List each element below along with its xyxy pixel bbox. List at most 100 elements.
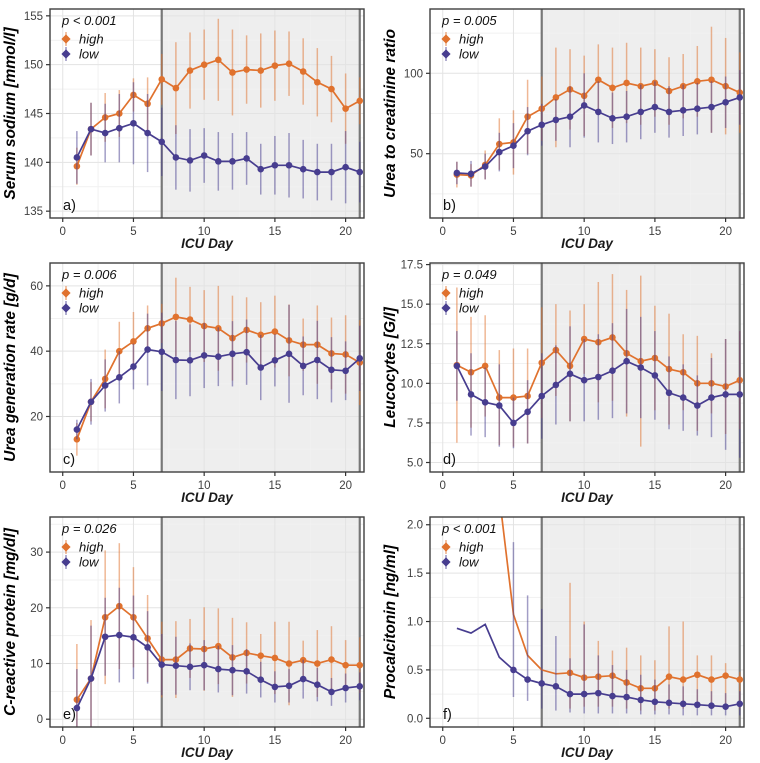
panel-letter: b) (443, 198, 456, 214)
svg-text:10: 10 (578, 226, 591, 238)
p-value-label: p < 0.001 (441, 521, 497, 536)
y-axis-label: Urea generation rate [g/d] (2, 272, 19, 461)
p-value-label: p = 0.049 (441, 267, 497, 282)
y-axis-label: Procalcitonin [ng/ml] (382, 544, 399, 699)
svg-text:15: 15 (268, 735, 281, 747)
legend-high-label: high (79, 540, 104, 555)
chart-panel-d: 0 5 10 15 20 ICU Day 5.0 7.5 10.0 12.5 15.0 17.5 Leu… (380, 254, 760, 508)
legend-high-marker-icon (61, 34, 71, 44)
svg-text:10.0: 10.0 (401, 378, 423, 390)
series-low (73, 82, 364, 204)
x-axis: 0 5 10 15 20 ICU Day (60, 727, 352, 760)
x-axis-label: ICU Day (561, 236, 614, 251)
series-low (453, 70, 744, 187)
p-value-label: p < 0.001 (61, 13, 117, 28)
x-axis: 0 5 10 15 20 ICU Day (440, 218, 732, 251)
legend-high-marker-icon (441, 34, 451, 44)
legend-low-label: low (79, 301, 100, 316)
svg-text:15: 15 (268, 226, 281, 238)
y-axis: 5.0 7.5 10.0 12.5 15.0 17.5 Leucocytes [G/l] (382, 260, 430, 470)
y-axis-label: Serum sodium [mmol/l] (2, 27, 19, 200)
chart-panel-c: 0 5 10 15 20 ICU Day 20 40 60 Urea generation rat… (0, 254, 380, 508)
markers-low (453, 94, 744, 178)
markers-low (73, 346, 364, 433)
svg-text:12.5: 12.5 (401, 339, 423, 351)
x-axis-label: ICU Day (181, 745, 234, 760)
svg-text:5: 5 (510, 735, 516, 747)
svg-text:145: 145 (24, 109, 43, 121)
svg-text:5: 5 (510, 480, 516, 492)
svg-text:20: 20 (30, 603, 43, 615)
svg-text:5: 5 (130, 480, 136, 492)
chart-panel-a: 0 5 10 15 20 ICU Day 135 140 145 150 155 Serum sodi… (0, 0, 380, 254)
legend-low-label: low (459, 47, 480, 62)
svg-text:20: 20 (339, 480, 352, 492)
svg-text:100: 100 (404, 68, 423, 80)
legend-low-label: low (459, 555, 480, 570)
x-axis-label: ICU Day (181, 490, 234, 505)
svg-text:20: 20 (30, 411, 43, 423)
svg-text:5: 5 (130, 735, 136, 747)
x-axis: 0 5 10 15 20 ICU Day (440, 472, 732, 505)
panel-letter: e) (63, 707, 76, 723)
x-axis: 0 5 10 15 20 ICU Day (60, 218, 352, 251)
legend-low-label: low (79, 47, 100, 62)
legend-low-marker-icon (61, 557, 71, 567)
series-low (453, 308, 744, 458)
svg-text:50: 50 (410, 149, 423, 161)
svg-text:15: 15 (648, 480, 661, 492)
legend-high-marker-icon (61, 288, 71, 298)
svg-text:5: 5 (130, 226, 136, 238)
y-axis: 20 40 60 Urea generation rate [g/d] (2, 272, 50, 462)
gridlines (430, 9, 744, 218)
y-axis-label: C-reactive protein [mg/dl] (2, 527, 19, 716)
markers-low (73, 631, 364, 712)
svg-text:10: 10 (198, 480, 211, 492)
svg-text:0: 0 (440, 226, 446, 238)
svg-text:0: 0 (60, 735, 66, 747)
svg-text:5.0: 5.0 (407, 458, 423, 470)
svg-text:155: 155 (24, 11, 43, 23)
legend-high-marker-icon (61, 542, 71, 552)
svg-text:15: 15 (268, 480, 281, 492)
legend-low-label: low (459, 301, 480, 316)
plot-area (50, 263, 364, 472)
panel-letter: c) (63, 452, 75, 468)
svg-text:1.5: 1.5 (407, 568, 423, 580)
svg-text:20: 20 (719, 226, 732, 238)
chart-panel-f: 0 5 10 15 20 ICU Day 0.0 0.5 1.0 1.5 2.0 Procalcito… (380, 508, 760, 763)
svg-text:20: 20 (719, 480, 732, 492)
y-axis-label: Leucocytes [G/l] (382, 306, 399, 427)
p-value-label: p = 0.005 (441, 13, 497, 28)
p-value-label: p = 0.026 (61, 521, 117, 536)
y-axis: 50 100 Urea to creatinine ratio (382, 29, 430, 198)
svg-text:10: 10 (578, 480, 591, 492)
svg-text:30: 30 (30, 547, 43, 559)
svg-text:2.0: 2.0 (407, 520, 423, 532)
svg-text:135: 135 (24, 206, 43, 218)
series-high (73, 18, 364, 185)
svg-text:0: 0 (60, 226, 66, 238)
markers-low (73, 119, 364, 176)
svg-text:10: 10 (198, 226, 211, 238)
svg-text:0.0: 0.0 (407, 713, 423, 725)
panel-letter: f) (443, 707, 452, 723)
gridlines (50, 517, 364, 727)
svg-text:140: 140 (24, 157, 43, 169)
svg-text:150: 150 (24, 60, 43, 72)
svg-text:60: 60 (30, 281, 43, 293)
legend-low-marker-icon (441, 49, 451, 59)
panel-letter: a) (63, 198, 76, 214)
legend-high-label: high (79, 286, 104, 301)
panel-border (49, 262, 365, 473)
legend-high-label: high (459, 540, 484, 555)
gridlines (430, 263, 744, 472)
panel-letter: d) (443, 452, 456, 468)
svg-text:15: 15 (648, 226, 661, 238)
